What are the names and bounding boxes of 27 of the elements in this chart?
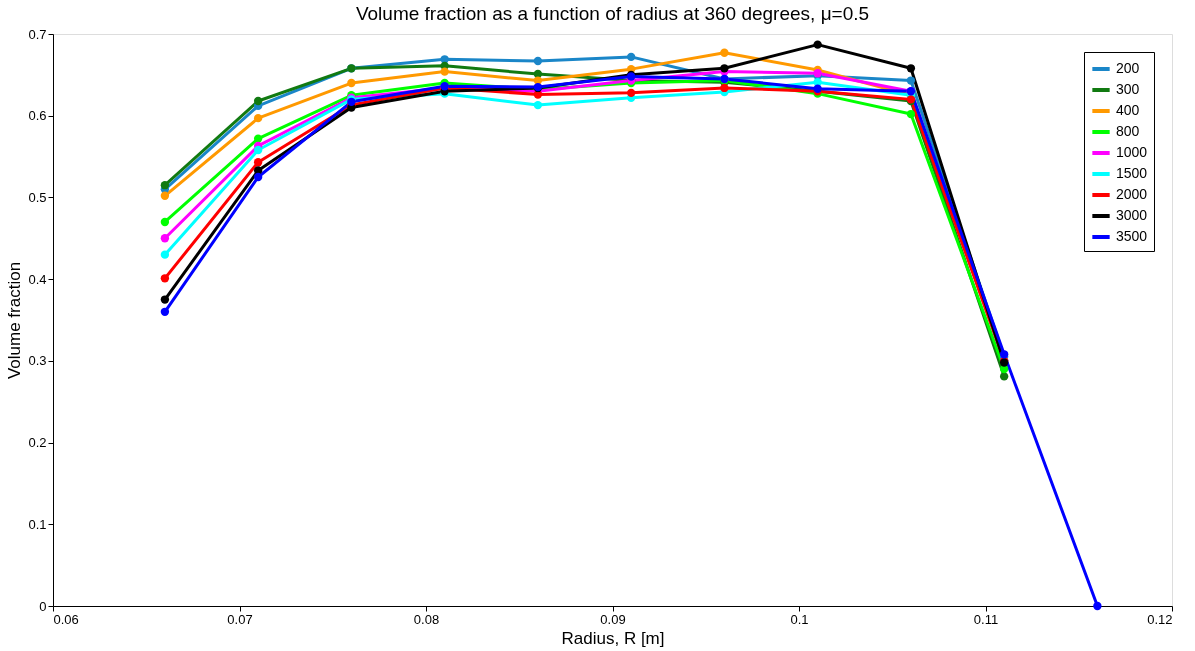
legend-label: 2000 bbox=[1116, 186, 1148, 202]
legend-label: 3000 bbox=[1116, 207, 1148, 223]
y-tick-label: 0 bbox=[39, 598, 47, 614]
y-tick-label: 0.4 bbox=[28, 271, 47, 287]
x-tick-label: 0.1 bbox=[790, 611, 809, 627]
x-tick-label: 0.12 bbox=[1147, 611, 1173, 627]
chart-title: Volume fraction as a function of radius at 360 degrees, μ=0.5 bbox=[355, 3, 870, 24]
x-tick-label: 0.09 bbox=[600, 611, 626, 627]
y-tick-label: 0.7 bbox=[28, 26, 47, 42]
legend-label: 200 bbox=[1116, 60, 1140, 76]
x-tick-label: 0.06 bbox=[53, 611, 79, 627]
y-tick-label: 0.1 bbox=[28, 516, 47, 532]
legend-label: 400 bbox=[1116, 102, 1140, 118]
y-tick-label: 0.5 bbox=[28, 189, 47, 205]
y-tick-label: 0.3 bbox=[28, 353, 47, 369]
y-tick-label: 0.2 bbox=[28, 435, 47, 451]
y-tick-label: 0.6 bbox=[28, 108, 47, 124]
legend-label: 1000 bbox=[1116, 144, 1148, 160]
x-tick-label: 0.11 bbox=[973, 611, 999, 627]
x-tick-label: 0.07 bbox=[227, 611, 253, 627]
x-axis-title: Radius, R [m] bbox=[561, 628, 665, 648]
y-axis-title: Volume fraction bbox=[5, 261, 25, 380]
legend-label: 300 bbox=[1116, 81, 1140, 97]
legend-label: 3500 bbox=[1116, 228, 1148, 244]
legend-label: 1500 bbox=[1116, 165, 1148, 181]
x-tick-label: 0.08 bbox=[413, 611, 440, 627]
legend-label: 800 bbox=[1116, 123, 1140, 139]
